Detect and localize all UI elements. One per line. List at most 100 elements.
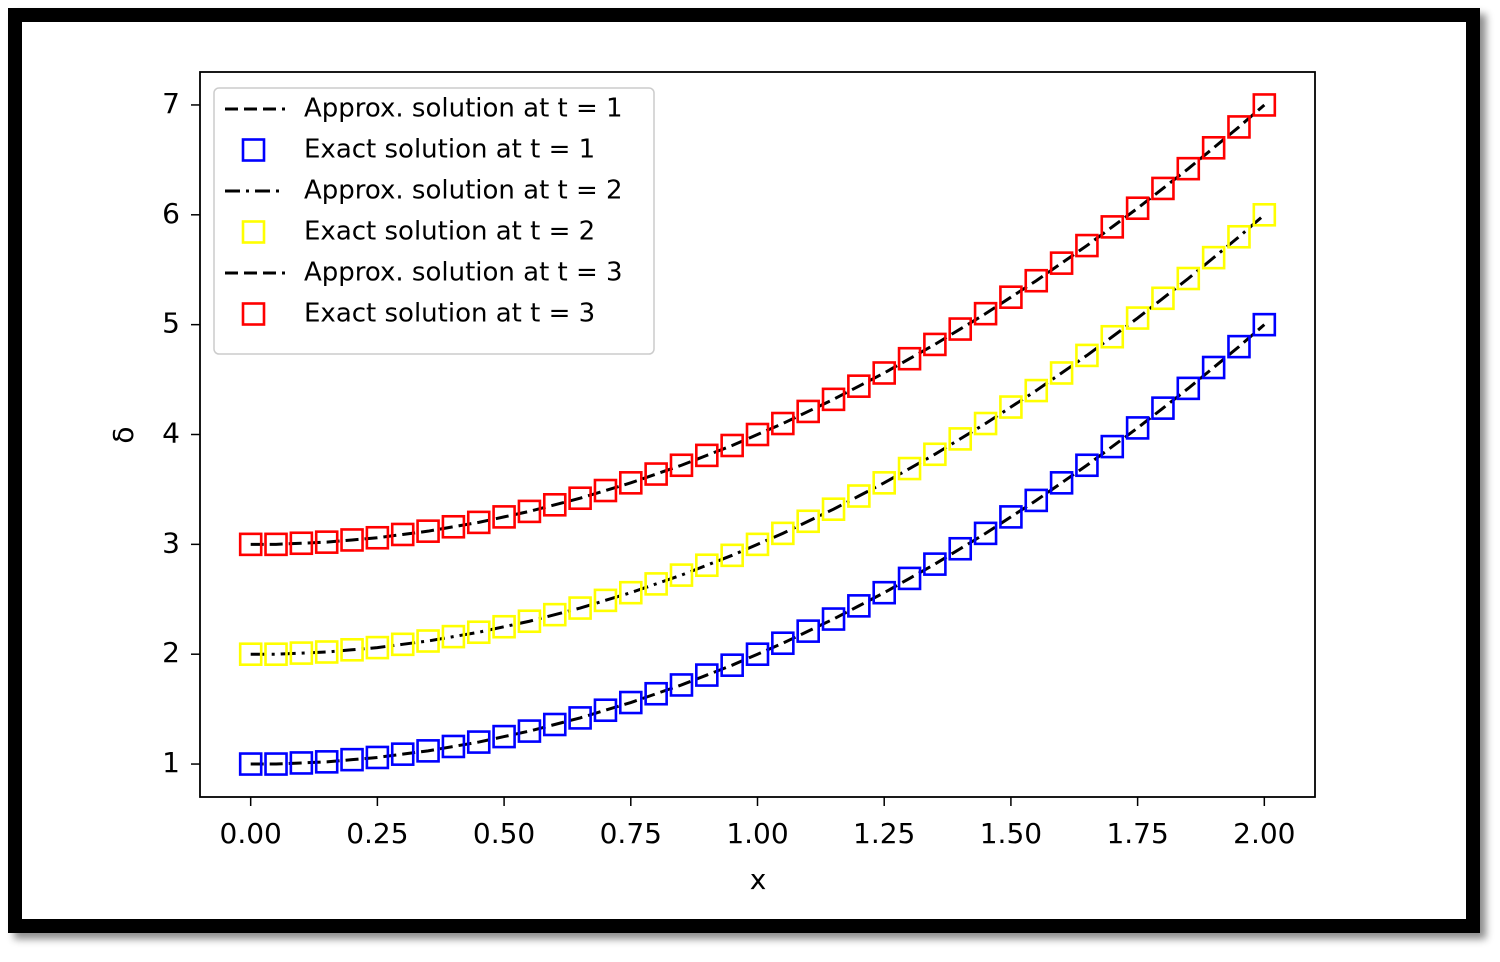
marker bbox=[289, 751, 314, 775]
marker bbox=[466, 510, 491, 535]
x-tick-label: 0.00 bbox=[220, 817, 282, 850]
marker bbox=[897, 456, 922, 481]
x-tick-label: 0.25 bbox=[346, 817, 408, 850]
marker bbox=[1176, 266, 1201, 291]
marker bbox=[1024, 378, 1049, 403]
marker bbox=[1227, 334, 1251, 359]
marker bbox=[238, 532, 263, 557]
marker bbox=[517, 609, 542, 634]
marker bbox=[264, 752, 288, 776]
legend-box bbox=[213, 87, 655, 355]
marker bbox=[314, 750, 339, 774]
marker bbox=[745, 642, 770, 666]
marker bbox=[720, 543, 744, 568]
marker bbox=[771, 631, 795, 656]
marker bbox=[669, 453, 694, 478]
marker bbox=[771, 521, 795, 546]
marker bbox=[593, 478, 618, 503]
marker bbox=[1100, 434, 1125, 459]
marker bbox=[1125, 196, 1150, 221]
marker bbox=[897, 346, 922, 371]
marker bbox=[948, 536, 973, 561]
legend-marker bbox=[241, 138, 266, 162]
marker bbox=[517, 499, 542, 524]
y-tick-label: 3 bbox=[162, 526, 180, 559]
marker bbox=[847, 484, 871, 508]
marker bbox=[492, 505, 516, 529]
legend-label: Exact solution at t = 2 bbox=[304, 217, 595, 247]
marker bbox=[441, 624, 466, 649]
marker bbox=[340, 747, 364, 772]
marker bbox=[923, 442, 947, 467]
marker bbox=[1125, 306, 1150, 330]
plot-area bbox=[238, 93, 1277, 776]
marker bbox=[416, 519, 440, 543]
legend-label: Approx. solution at t = 1 bbox=[304, 94, 623, 124]
marker bbox=[618, 690, 643, 715]
marker bbox=[1151, 176, 1175, 201]
marker bbox=[999, 285, 1023, 309]
legend-label: Exact solution at t = 3 bbox=[304, 299, 595, 329]
axes-frame bbox=[199, 71, 1316, 798]
marker bbox=[923, 552, 947, 576]
y-axis-label: δ bbox=[107, 426, 140, 443]
x-axis-label: x bbox=[750, 863, 767, 896]
marker bbox=[1024, 268, 1049, 293]
marker bbox=[390, 742, 415, 766]
marker bbox=[390, 522, 415, 547]
legend-marker bbox=[241, 302, 266, 326]
marker bbox=[466, 620, 491, 645]
marker bbox=[264, 532, 288, 557]
marker bbox=[999, 395, 1023, 419]
marker bbox=[973, 411, 998, 436]
marker bbox=[999, 505, 1023, 529]
marker bbox=[593, 588, 618, 613]
marker bbox=[695, 663, 719, 687]
y-tick-label: 6 bbox=[162, 197, 180, 230]
marker bbox=[948, 317, 973, 341]
x-tick-label: 2.00 bbox=[1233, 817, 1295, 850]
marker bbox=[1252, 93, 1277, 117]
marker bbox=[1252, 203, 1277, 227]
marker bbox=[390, 632, 415, 657]
marker bbox=[1049, 361, 1074, 385]
marker bbox=[542, 712, 567, 737]
marker bbox=[1049, 471, 1074, 495]
x-tick-label: 1.50 bbox=[980, 817, 1042, 850]
marker bbox=[771, 411, 795, 436]
marker bbox=[289, 531, 314, 556]
y-tick-label: 5 bbox=[162, 307, 180, 340]
marker bbox=[695, 443, 719, 468]
legend-label: Approx. solution at t = 3 bbox=[304, 258, 623, 288]
y-tick-label: 7 bbox=[162, 87, 180, 120]
marker bbox=[593, 698, 618, 723]
x-tick-label: 0.75 bbox=[600, 817, 662, 850]
marker bbox=[340, 638, 364, 662]
marker bbox=[720, 433, 744, 458]
marker bbox=[821, 607, 846, 631]
marker bbox=[568, 486, 592, 511]
marker bbox=[542, 493, 567, 517]
marker bbox=[618, 471, 643, 495]
marker bbox=[492, 614, 516, 639]
marker bbox=[973, 521, 998, 546]
y-tick-label: 1 bbox=[162, 746, 180, 779]
marker bbox=[568, 706, 592, 730]
marker bbox=[1201, 245, 1226, 270]
marker bbox=[1151, 396, 1175, 420]
legend-label: Exact solution at t = 1 bbox=[304, 135, 595, 165]
marker bbox=[821, 387, 846, 412]
marker bbox=[441, 734, 466, 759]
marker bbox=[644, 572, 668, 596]
marker bbox=[1201, 135, 1226, 160]
marker bbox=[314, 640, 339, 664]
legend-marker bbox=[241, 220, 266, 244]
marker bbox=[1227, 115, 1251, 139]
x-tick-label: 0.50 bbox=[473, 817, 535, 850]
marker bbox=[568, 596, 592, 620]
marker bbox=[796, 619, 820, 643]
marker bbox=[644, 462, 668, 486]
marker bbox=[441, 514, 466, 539]
marker bbox=[1125, 416, 1150, 440]
